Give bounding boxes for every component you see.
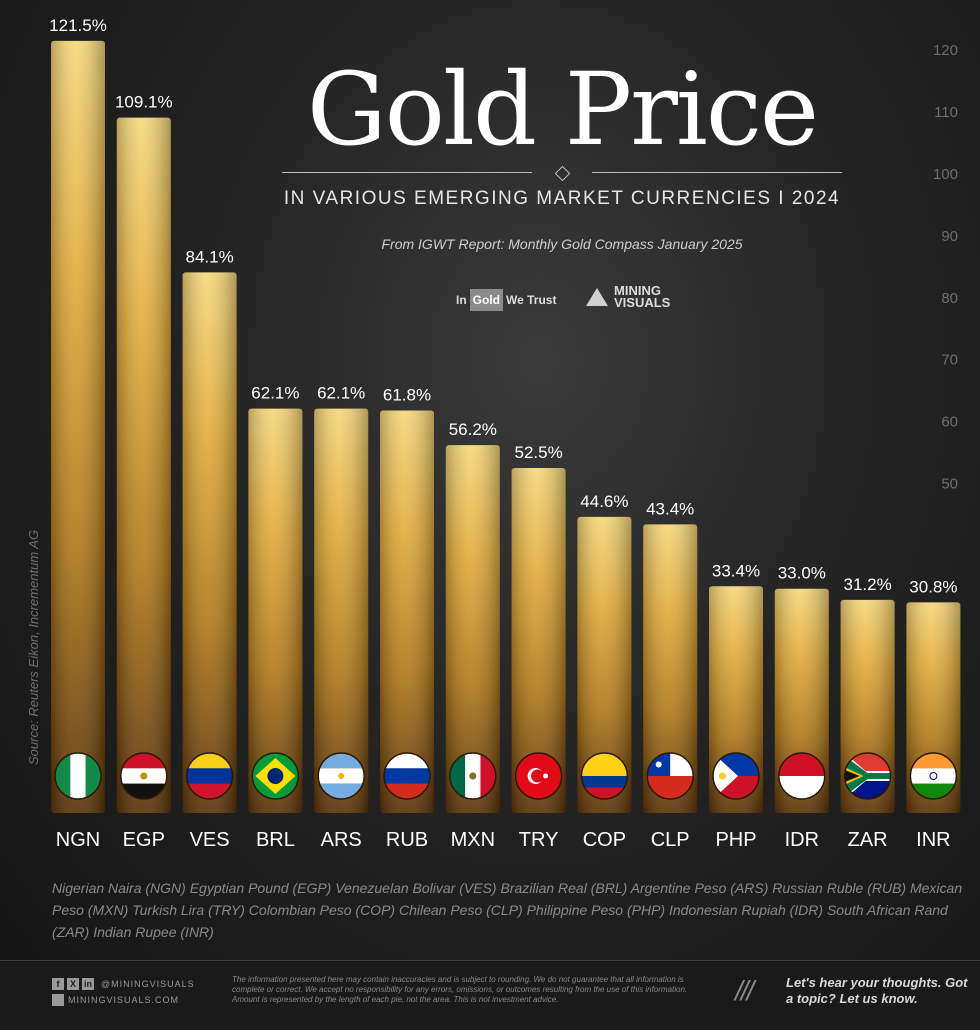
- bar-sheen: [709, 586, 763, 813]
- bar-value-label: 44.6%: [580, 492, 628, 511]
- bar-sheen: [248, 408, 303, 813]
- bar-value-label: 62.1%: [317, 384, 365, 403]
- website-link[interactable]: MININGVISUALS.COM: [52, 994, 179, 1006]
- x-icon[interactable]: X: [67, 978, 79, 990]
- bar-value-label: 61.8%: [383, 385, 431, 404]
- category-label: VES: [190, 829, 230, 851]
- flag-ring: [185, 752, 234, 800]
- mining-visuals-mark-icon: [586, 288, 608, 306]
- category-label: PHP: [715, 829, 756, 851]
- bar-sheen: [380, 410, 434, 813]
- home-icon: [52, 994, 64, 1006]
- flag-ring: [580, 752, 629, 800]
- call-to-action: Let's hear your thoughts. Got a topic? L…: [786, 975, 968, 1006]
- source-note: Source: Reuters Eikon, Incrementum AG: [26, 529, 41, 765]
- subtitle: IN VARIOUS EMERGING MARKET CURRENCIES I …: [283, 188, 841, 209]
- mining-visuals-logo: MINING VISUALS: [586, 283, 671, 310]
- flag-ring: [909, 752, 958, 800]
- bar-sheen: [643, 524, 698, 813]
- category-label: MXN: [451, 829, 495, 851]
- bar-sheen: [116, 117, 171, 813]
- bar-value-label: 31.2%: [843, 575, 891, 594]
- igwt-logo: In Gold We Trust: [456, 286, 556, 314]
- bar-value-label: 52.5%: [514, 443, 562, 462]
- flag-ring: [449, 752, 497, 800]
- flag-ring: [383, 752, 431, 800]
- colombia-flag-icon: [581, 753, 628, 799]
- flag-ring: [514, 752, 563, 800]
- flag-ring: [317, 752, 365, 800]
- igwt-logo-in: In: [456, 293, 467, 307]
- flag-ring: [251, 752, 300, 800]
- y-tick-label: 120: [933, 42, 958, 59]
- website-url[interactable]: MININGVISUALS.COM: [68, 995, 180, 1005]
- bar-value-label: 33.4%: [712, 561, 760, 580]
- igwt-logo-gold: Gold: [469, 289, 503, 311]
- indonesia-flag-icon: [778, 753, 825, 799]
- category-label: ZAR: [848, 829, 888, 851]
- bar-sheen: [51, 40, 105, 814]
- disclaimer: The information presented here may conta…: [232, 975, 688, 1004]
- bars-group: 121.5% NGN 109.1% EGP 84.1% VES 62.1% BRL 62.1% A…: [49, 16, 961, 851]
- y-tick-label: 80: [941, 290, 958, 307]
- bar-value-label: 33.0%: [778, 564, 826, 583]
- linkedin-icon[interactable]: in: [82, 978, 94, 990]
- facebook-icon[interactable]: f: [52, 978, 64, 990]
- flag-ring: [646, 752, 694, 800]
- slashes-divider: ///: [735, 975, 754, 1006]
- flag-ring: [712, 752, 760, 800]
- bar-sheen: [577, 516, 632, 813]
- bar-value-label: 30.8%: [909, 577, 957, 596]
- bar-value-label: 56.2%: [449, 420, 497, 439]
- social-links: f X in @MININGVISUALS: [52, 978, 195, 990]
- y-tick-label: 70: [941, 352, 958, 369]
- category-label: NGN: [56, 829, 100, 851]
- bar-value-label: 109.1%: [115, 93, 173, 112]
- category-label: ARS: [321, 829, 362, 851]
- category-label: TRY: [519, 829, 559, 851]
- bar-sheen: [511, 468, 566, 813]
- bar-value-label: 43.4%: [646, 499, 694, 518]
- page-title: Gold Price: [306, 51, 819, 168]
- category-label: EGP: [123, 829, 165, 851]
- bar-value-label: 121.5%: [49, 16, 107, 35]
- philippines-flag-icon: [713, 753, 759, 799]
- south-africa-flag-icon: [844, 753, 891, 799]
- bar-value-label: 84.1%: [185, 247, 233, 266]
- category-label: RUB: [386, 829, 428, 851]
- flag-ring: [120, 752, 168, 800]
- y-axis: 50 60 70 80 90 100 110 120: [933, 42, 958, 492]
- bar-sheen: [182, 272, 237, 813]
- bar-sheen: [314, 408, 369, 813]
- category-label: BRL: [256, 829, 295, 851]
- title-rule-right: [592, 172, 842, 173]
- report-reference: From IGWT Report: Monthly Gold Compass J…: [381, 236, 743, 252]
- bar-chart: 50 60 70 80 90 100 110 120 121.5% NGN 109.1% EGP 84…: [49, 16, 961, 851]
- y-tick-label: 50: [941, 476, 958, 493]
- category-label: COP: [583, 829, 626, 851]
- mining-visuals-line1: MINING: [614, 283, 661, 298]
- category-label: IDR: [785, 829, 819, 851]
- y-tick-label: 100: [933, 166, 958, 183]
- flag-ring: [843, 752, 892, 800]
- y-tick-label: 60: [941, 414, 958, 431]
- category-label: CLP: [651, 829, 690, 851]
- bar-value-label: 62.1%: [251, 384, 299, 403]
- y-tick-label: 90: [941, 228, 958, 245]
- turkey-flag-icon: [515, 753, 562, 799]
- igwt-logo-trust: We Trust: [506, 293, 557, 307]
- bar-sheen: [445, 445, 500, 813]
- flag-ring: [54, 752, 102, 800]
- footer: f X in @MININGVISUALS MININGVISUALS.COM …: [0, 960, 980, 1030]
- y-tick-label: 110: [934, 104, 958, 121]
- flag-ring: [778, 752, 826, 800]
- social-handle[interactable]: @MININGVISUALS: [101, 979, 195, 989]
- category-label: INR: [916, 829, 950, 851]
- brazil-flag-icon: [252, 753, 299, 799]
- title-rule-left: [282, 172, 532, 173]
- mining-visuals-line2: VISUALS: [614, 295, 671, 310]
- currency-legend: Nigerian Naira (NGN) Egyptian Pound (EGP…: [52, 880, 963, 940]
